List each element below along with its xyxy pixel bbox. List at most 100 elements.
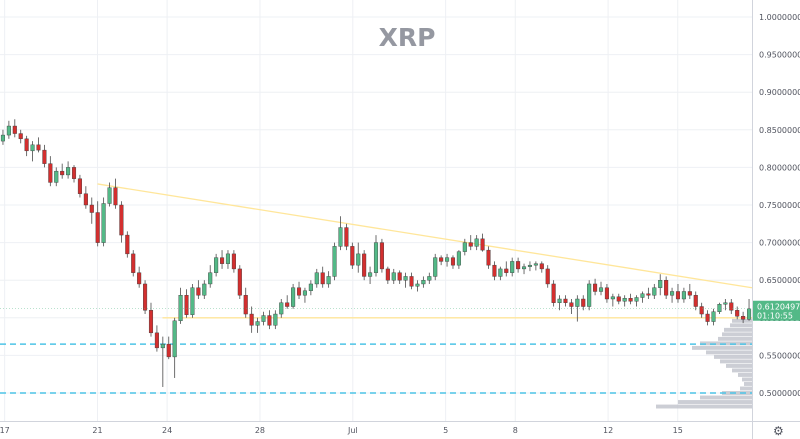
candle-body	[338, 227, 343, 247]
candle-body	[296, 287, 302, 296]
candle-body	[403, 276, 408, 281]
candle-body	[409, 276, 414, 287]
candle-body	[747, 308, 752, 320]
candle-body	[646, 293, 651, 296]
candle-body	[332, 246, 337, 277]
volume-profile-bar	[706, 350, 752, 355]
volume-profile-bar	[692, 345, 752, 350]
grid	[0, 0, 752, 421]
candle-body	[356, 253, 361, 266]
candle-body	[6, 125, 11, 136]
candle-body	[675, 291, 681, 300]
volume-profile-bar	[722, 332, 752, 337]
volume-profile-bar	[742, 377, 752, 382]
candle-body	[504, 268, 509, 273]
candle-body	[36, 144, 41, 151]
candle-body	[687, 291, 692, 296]
candle-body	[107, 187, 112, 204]
candle-body	[368, 272, 373, 277]
candle-body	[160, 343, 165, 349]
candle-countdown-label: 01:10:55	[757, 312, 793, 321]
x-tick-label: 15	[673, 426, 683, 435]
candle-body	[89, 204, 94, 213]
candle-body	[711, 311, 716, 322]
candle-body	[480, 238, 485, 251]
candle-body	[83, 193, 88, 206]
volume-profile-bar	[730, 323, 752, 328]
volume-profile	[656, 318, 752, 409]
candle-body	[516, 261, 521, 270]
candle-body	[314, 272, 319, 285]
candle-body	[344, 227, 349, 247]
candle-body	[723, 302, 728, 305]
y-tick-label: 0.50000000	[759, 389, 800, 398]
candle-body	[24, 138, 29, 152]
candle-body	[563, 298, 568, 303]
volume-profile-bar	[656, 404, 752, 409]
volume-profile-bar	[726, 363, 752, 368]
candle-body	[474, 238, 479, 247]
volume-profile-bar	[720, 359, 752, 364]
volume-profile-bar	[738, 372, 752, 377]
candle-body	[77, 178, 82, 194]
candle-body	[326, 276, 331, 285]
candle-body	[598, 287, 604, 292]
candle-body	[510, 261, 515, 273]
volume-profile-bar	[678, 400, 752, 404]
volume-profile-bar	[740, 386, 752, 391]
candle-body	[267, 315, 272, 326]
candle-body	[48, 163, 53, 183]
candle-body	[231, 253, 236, 270]
candle-body	[243, 295, 248, 315]
candle-body	[397, 272, 402, 281]
candle-body	[735, 310, 740, 317]
candle-body	[693, 295, 698, 307]
candle-body	[439, 257, 444, 262]
candle-body	[628, 298, 633, 302]
x-tick-label: 17	[0, 426, 10, 435]
candle-body	[634, 297, 639, 302]
settings-gear-icon[interactable]: ⚙	[773, 424, 784, 438]
candle-body	[486, 249, 491, 266]
candle-body	[279, 302, 284, 315]
candle-body	[569, 302, 574, 307]
candle-body	[148, 310, 154, 334]
candle-body	[71, 167, 77, 179]
candle-body	[125, 234, 130, 255]
candle-body	[604, 287, 609, 300]
candle-body	[456, 251, 461, 266]
chart-title: XRP	[379, 23, 436, 52]
candle-body	[433, 257, 438, 277]
candle-body	[66, 167, 71, 176]
volume-profile-bar	[724, 327, 752, 332]
candle-body	[670, 291, 675, 296]
candles	[0, 119, 752, 387]
candle-body	[214, 257, 219, 273]
x-tick-label: Jul	[347, 426, 358, 435]
candle-body	[308, 283, 313, 291]
candle-body	[450, 257, 456, 266]
candle-body	[202, 283, 207, 296]
trendline	[97, 183, 753, 289]
candle-body	[237, 268, 242, 296]
candle-body	[545, 268, 550, 285]
candle-body	[640, 293, 645, 298]
candle-body	[427, 276, 432, 281]
candle-body	[30, 144, 35, 152]
volume-profile-bar	[732, 368, 752, 373]
candle-body	[166, 343, 171, 358]
candle-body	[652, 287, 657, 296]
candle-body	[498, 268, 503, 277]
candle-body	[285, 302, 290, 307]
candle-body	[551, 283, 556, 303]
candle-body	[12, 125, 17, 134]
candle-body	[587, 283, 592, 307]
candle-body	[0, 134, 5, 142]
candle-body	[593, 283, 598, 292]
